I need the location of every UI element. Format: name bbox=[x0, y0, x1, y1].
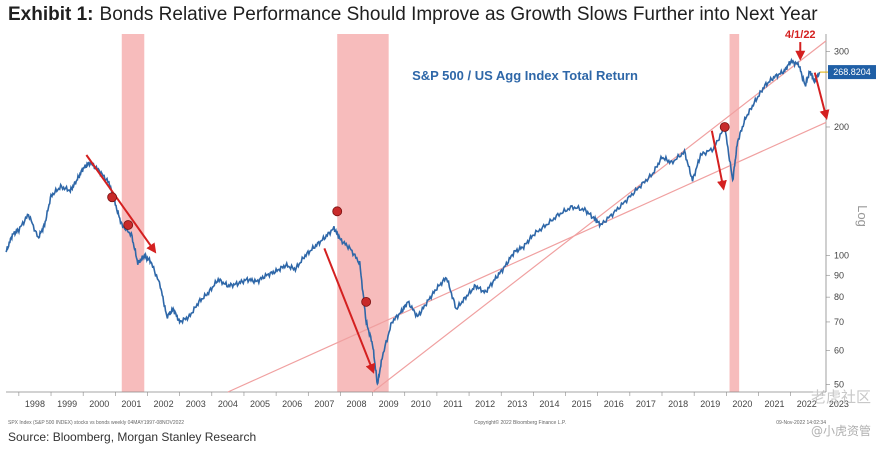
y-tick-300: 300 bbox=[834, 47, 849, 57]
chart: 1998 1999 2000 2001 2002 2003 2004 2005 2006 2007… bbox=[5, 29, 876, 426]
x-tick-2014: 2014 bbox=[539, 399, 559, 409]
event-marker-0 bbox=[107, 192, 118, 203]
x-tick-2013: 2013 bbox=[507, 399, 527, 409]
y-axis-label: Log bbox=[855, 205, 870, 227]
event-marker-1 bbox=[123, 220, 134, 230]
x-tick-2017: 2017 bbox=[636, 399, 656, 409]
y-tick-90: 90 bbox=[834, 270, 844, 280]
x-tick-2011: 2011 bbox=[443, 399, 462, 409]
series-line bbox=[5, 57, 821, 386]
y-tick-50: 50 bbox=[834, 379, 844, 389]
y-tick-80: 80 bbox=[834, 292, 844, 302]
recession-band-0 bbox=[121, 34, 145, 392]
event-marker-2 bbox=[332, 206, 343, 217]
watermark-text: 老虎社区 bbox=[810, 388, 871, 406]
footnote-right: 09-Nov-2022 14:02:34 bbox=[776, 420, 826, 426]
x-tick-1999: 1999 bbox=[57, 399, 77, 409]
trend-arrow-1 bbox=[323, 248, 376, 374]
channel-lower bbox=[227, 121, 827, 393]
x-tick-2023: 2023 bbox=[829, 399, 849, 409]
y-tick-200: 200 bbox=[834, 122, 849, 132]
x-tick-2022: 2022 bbox=[797, 399, 817, 409]
y-tick-100: 100 bbox=[834, 251, 849, 261]
trend-arrow-4 bbox=[813, 72, 830, 121]
exhibit-title-text: Bonds Relative Performance Should Improv… bbox=[99, 4, 818, 25]
x-tick-2009: 2009 bbox=[379, 399, 399, 409]
footnote-left: SPX Index (S&P 500 INDEX) stocks vs bond… bbox=[8, 420, 184, 426]
x-tick-2007: 2007 bbox=[314, 399, 334, 409]
x-tick-2020: 2020 bbox=[732, 399, 752, 409]
x-tick-1998: 1998 bbox=[25, 399, 45, 409]
exhibit-title: Exhibit 1: Bonds Relative Performance Sho… bbox=[8, 4, 818, 26]
trend-arrow-0 bbox=[85, 154, 157, 254]
recession-band-1 bbox=[337, 34, 389, 392]
y-tick-70: 70 bbox=[834, 317, 844, 327]
footnote-mid: Copyright© 2022 Bloomberg Finance L.P. bbox=[474, 419, 566, 426]
last-value-badge bbox=[828, 65, 876, 80]
trend-arrow-2 bbox=[710, 130, 727, 191]
event-marker-4 bbox=[719, 122, 730, 132]
x-tick-2000: 2000 bbox=[89, 399, 109, 409]
x-tick-2002: 2002 bbox=[154, 399, 174, 409]
exhibit-number: Exhibit 1: bbox=[8, 4, 94, 25]
x-tick-2001: 2001 bbox=[121, 399, 141, 409]
x-tick-2008: 2008 bbox=[346, 399, 366, 409]
recession-band-2 bbox=[729, 34, 740, 392]
x-tick-2010: 2010 bbox=[411, 399, 431, 409]
x-tick-2006: 2006 bbox=[282, 399, 302, 409]
x-tick-2003: 2003 bbox=[186, 399, 206, 409]
source-note: Source: Bloomberg, Morgan Stanley Resear… bbox=[8, 430, 257, 444]
channel-upper bbox=[372, 40, 827, 393]
x-tick-2016: 2016 bbox=[604, 399, 624, 409]
y-tick-60: 60 bbox=[834, 346, 844, 356]
x-tick-2021: 2021 bbox=[765, 399, 785, 409]
x-tick-2004: 2004 bbox=[218, 399, 238, 409]
x-tick-2005: 2005 bbox=[250, 399, 270, 409]
x-tick-2012: 2012 bbox=[475, 399, 495, 409]
watermark-handle: @小虎资管 bbox=[810, 424, 871, 438]
event-marker-3 bbox=[361, 296, 372, 307]
x-tick-2019: 2019 bbox=[700, 399, 720, 409]
x-tick-2018: 2018 bbox=[668, 399, 688, 409]
chart-title: S&P 500 / US Agg Index Total Return bbox=[412, 68, 638, 83]
last-value-label: 268.8204 bbox=[833, 67, 871, 77]
annotation-label: 4/1/22 bbox=[785, 29, 816, 41]
x-tick-2015: 2015 bbox=[572, 399, 592, 409]
